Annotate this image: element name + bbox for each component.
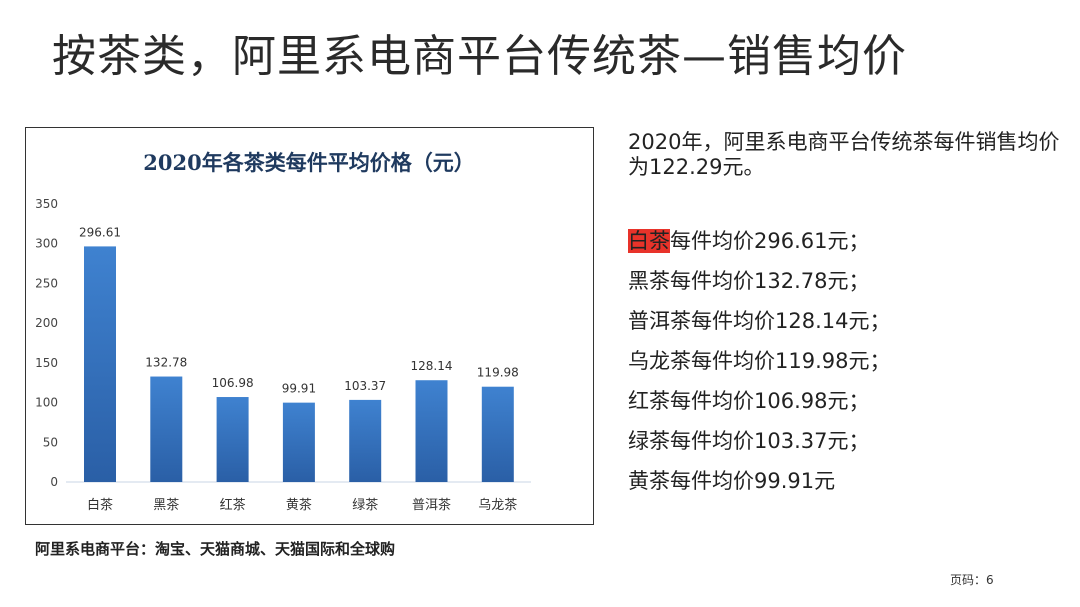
tea-name: 黑茶 [628,269,670,293]
data-label: 99.91 [282,382,316,396]
list-item-text: 每件均价99.91元 [670,469,836,493]
price-list: 白茶每件均价296.61元； 黑茶每件均价132.78元； 普洱茶每件均价128… [628,226,890,506]
data-label: 103.37 [344,379,386,393]
data-label: 106.98 [212,376,254,390]
bar [150,376,183,482]
x-tick-label: 普洱茶 [412,497,451,513]
page-number: 页码：6 [950,573,994,587]
list-item: 普洱茶每件均价128.14元； [628,306,890,346]
data-label: 132.78 [145,356,187,370]
data-label: 119.98 [477,366,519,380]
bar [349,399,382,482]
y-tick-label: 150 [35,356,58,370]
x-tick-label: 黑茶 [153,497,179,513]
y-tick-label: 50 [43,435,58,449]
tea-name: 普洱茶 [628,309,691,333]
summary-text: 2020年，阿里系电商平台传统茶每件销售均价为122.29元。 [628,130,1060,179]
list-item-text: 每件均价106.98元； [670,389,870,413]
list-item-text: 每件均价103.37元； [670,429,870,453]
x-tick-label: 白茶 [87,497,113,513]
list-item: 白茶每件均价296.61元； [628,226,890,266]
y-tick-label: 300 [35,237,58,251]
tea-name: 黄茶 [628,469,670,493]
y-tick-label: 200 [35,316,58,330]
tea-name: 红茶 [628,389,670,413]
list-item: 黄茶每件均价99.91元 [628,466,890,506]
slide-title: 按茶类，阿里系电商平台传统茶—销售均价 [52,31,907,82]
bar [216,397,249,482]
y-tick-label: 0 [50,475,58,489]
list-item-text: 每件均价119.98元； [691,349,891,373]
y-tick-label: 250 [35,276,58,290]
x-tick-label: 乌龙茶 [478,497,517,513]
bar [415,380,448,482]
highlighted-tea-name: 白茶 [628,229,670,253]
bar [282,402,315,482]
y-tick-label: 100 [35,396,58,410]
y-tick-label: 350 [35,197,58,211]
chart-title: 2020年各茶类每件平均价格（元） [143,150,474,175]
list-item: 红茶每件均价106.98元； [628,386,890,426]
tea-name: 绿茶 [628,429,670,453]
bar [481,386,514,482]
x-tick-label: 黄茶 [286,497,312,513]
chart-container: 2020年各茶类每件平均价格（元） 0 50 100 150 200 250 300 350 2… [25,127,594,525]
data-label: 296.61 [79,225,121,239]
list-item: 绿茶每件均价103.37元； [628,426,890,466]
data-label: 128.14 [411,359,453,373]
list-item-text: 每件均价128.14元； [691,309,891,333]
tea-name: 乌龙茶 [628,349,691,373]
list-item-text: 每件均价296.61元； [670,229,870,253]
list-item-text: 每件均价132.78元； [670,269,870,293]
bar [84,246,116,482]
source-caption: 阿里系电商平台：淘宝、天猫商城、天猫国际和全球购 [35,540,396,558]
list-item: 乌龙茶每件均价119.98元； [628,346,890,386]
bar-chart: 2020年各茶类每件平均价格（元） 0 50 100 150 200 250 300 350 2… [35,150,531,513]
x-tick-label: 绿茶 [352,497,378,513]
x-tick-label: 红茶 [220,497,246,513]
list-item: 黑茶每件均价132.78元； [628,266,890,306]
